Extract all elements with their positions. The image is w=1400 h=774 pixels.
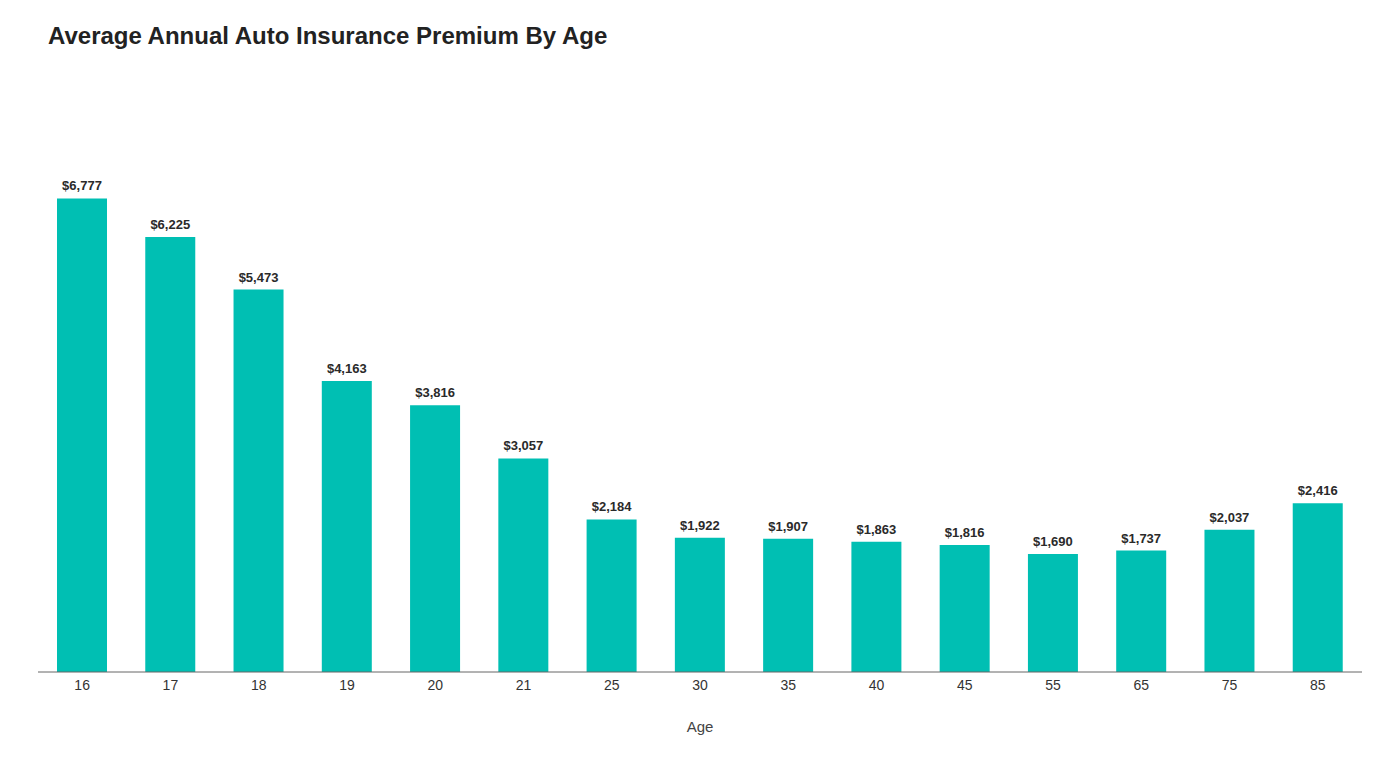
- svg-text:$4,163: $4,163: [327, 361, 367, 376]
- svg-text:16: 16: [74, 677, 90, 693]
- svg-text:85: 85: [1310, 677, 1326, 693]
- svg-text:$3,057: $3,057: [503, 438, 543, 453]
- svg-text:55: 55: [1045, 677, 1061, 693]
- svg-text:75: 75: [1222, 677, 1238, 693]
- svg-text:20: 20: [427, 677, 443, 693]
- svg-text:$2,184: $2,184: [592, 499, 633, 514]
- svg-text:$1,863: $1,863: [857, 522, 897, 537]
- svg-text:$1,816: $1,816: [945, 525, 985, 540]
- svg-text:$6,777: $6,777: [62, 178, 102, 193]
- svg-text:17: 17: [163, 677, 179, 693]
- svg-text:$1,922: $1,922: [680, 518, 720, 533]
- svg-text:$1,907: $1,907: [768, 519, 808, 534]
- svg-text:$1,690: $1,690: [1033, 534, 1073, 549]
- svg-text:25: 25: [604, 677, 620, 693]
- svg-text:Age: Age: [687, 718, 714, 735]
- svg-text:18: 18: [251, 677, 267, 693]
- svg-text:$5,473: $5,473: [239, 270, 279, 285]
- svg-text:21: 21: [516, 677, 532, 693]
- svg-text:40: 40: [869, 677, 885, 693]
- html-text:Average Annual Auto Insurance: Average Annual Auto Insurance Premium By…: [48, 22, 608, 49]
- svg-text:65: 65: [1134, 677, 1150, 693]
- svg-text:$6,225: $6,225: [150, 217, 190, 232]
- svg-text:$2,037: $2,037: [1210, 510, 1250, 525]
- svg-text:19: 19: [339, 677, 355, 693]
- svg-text:45: 45: [957, 677, 973, 693]
- svg-text:$3,816: $3,816: [415, 385, 455, 400]
- svg-text:35: 35: [780, 677, 796, 693]
- svg-text:30: 30: [692, 677, 708, 693]
- svg-text:$1,737: $1,737: [1121, 531, 1161, 546]
- svg-text:$2,416: $2,416: [1298, 483, 1338, 498]
